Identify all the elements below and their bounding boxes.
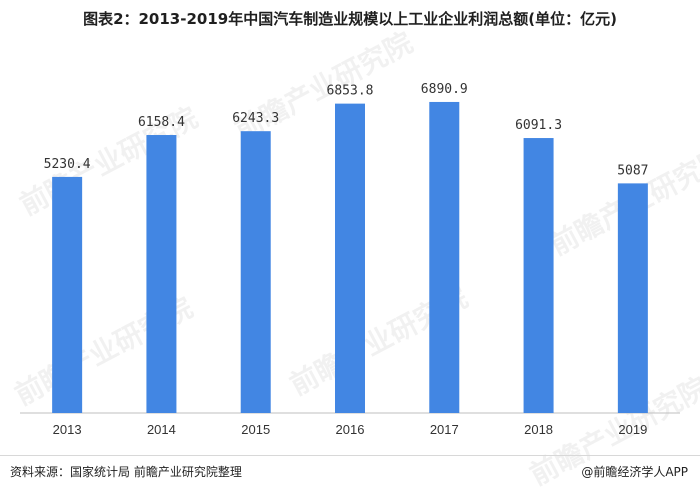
x-tick-label-2016: 2016 bbox=[336, 422, 365, 437]
x-tick-label-2013: 2013 bbox=[53, 422, 82, 437]
brand-credit: @前瞻经济学人APP bbox=[581, 465, 688, 479]
bar-chart: 5230.4 2013 6158.4 2014 6243.3 2015 6853.8 2016… bbox=[20, 82, 680, 437]
bar-2019 bbox=[617, 183, 648, 413]
bar-2016 bbox=[335, 103, 365, 414]
bar-2014 bbox=[146, 135, 177, 413]
bar-2018 bbox=[523, 138, 554, 414]
data-label-2019: 5087 bbox=[617, 163, 648, 178]
data-label-2013: 5230.4 bbox=[44, 157, 91, 172]
x-tick-label-2014: 2014 bbox=[147, 422, 176, 437]
footer: 资料来源：国家统计局 前瞻产业研究院整理 @前瞻经济学人APP bbox=[0, 455, 700, 489]
data-label-2018: 6091.3 bbox=[515, 118, 562, 133]
bar-2017 bbox=[429, 101, 460, 414]
data-label-2017: 6890.9 bbox=[421, 82, 468, 97]
data-label-2014: 6158.4 bbox=[138, 115, 185, 130]
x-tick-label-2015: 2015 bbox=[241, 422, 270, 437]
data-label-2016: 6853.8 bbox=[327, 84, 374, 99]
x-tick-label-2018: 2018 bbox=[524, 422, 553, 437]
x-tick-label-2019: 2019 bbox=[618, 422, 647, 437]
chart-title: 图表2：2013-2019年中国汽车制造业规模以上工业企业利润总额(单位：亿元) bbox=[83, 10, 617, 28]
bar-2015 bbox=[240, 131, 271, 413]
bar-2013 bbox=[52, 176, 83, 413]
data-label-2015: 6243.3 bbox=[232, 111, 279, 126]
source-note: 资料来源：国家统计局 前瞻产业研究院整理 bbox=[10, 465, 242, 479]
x-tick-label-2017: 2017 bbox=[430, 422, 459, 437]
